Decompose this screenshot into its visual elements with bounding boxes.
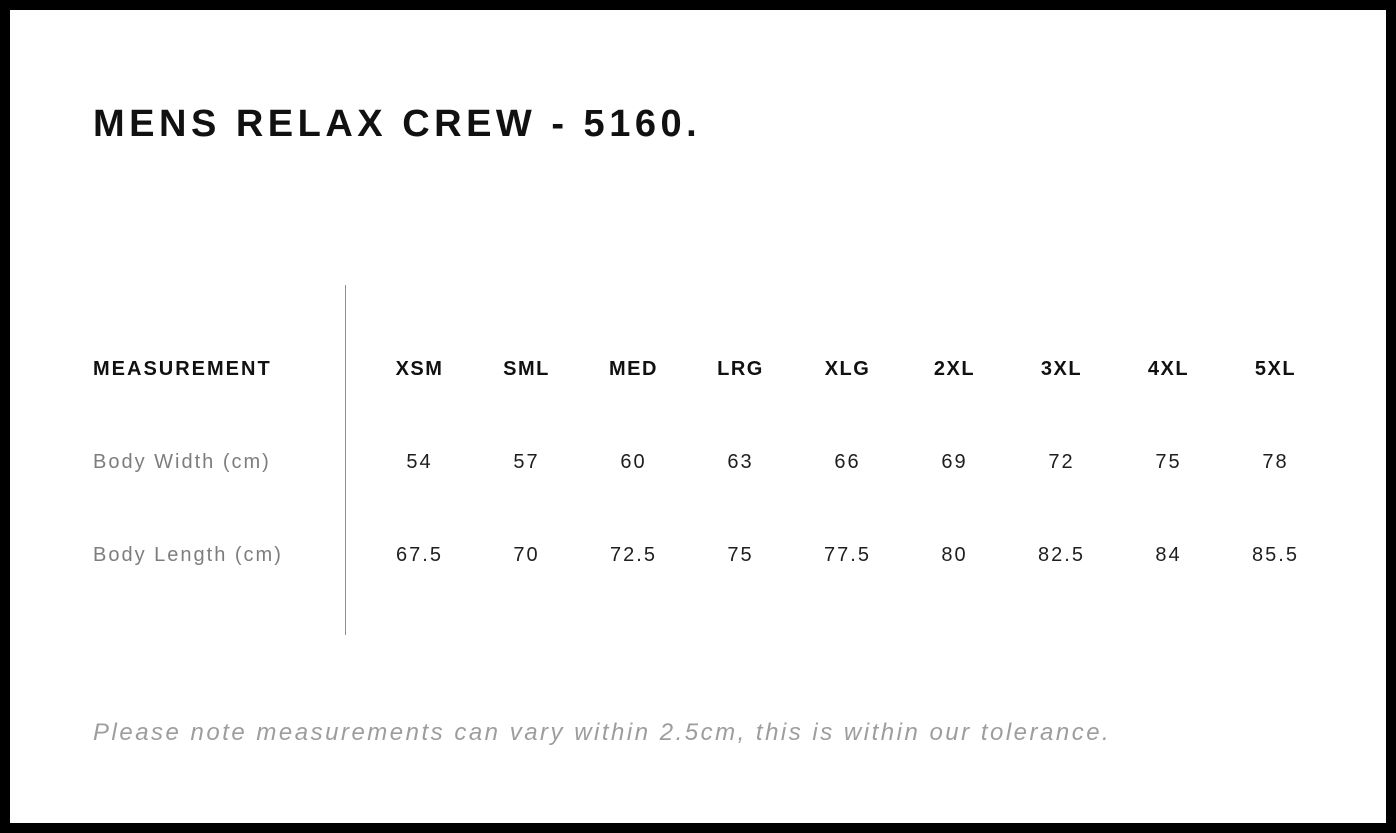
- size-table-header-row: MEASUREMENT XSM SML MED LRG XLG 2XL 3XL …: [93, 323, 1329, 416]
- value-cell: 72.5: [610, 544, 657, 566]
- size-header-4xl: 4XL: [1147, 358, 1190, 380]
- size-header-5xl: 5XL: [1254, 358, 1297, 380]
- value-cell: 57: [513, 451, 540, 473]
- size-header-2xl: 2XL: [933, 358, 976, 380]
- value-cell: 75: [727, 544, 754, 566]
- tolerance-note: Please note measurements can vary within…: [93, 719, 1112, 746]
- value-cell: 60: [620, 451, 647, 473]
- value-cell: 84: [1155, 544, 1182, 566]
- measurement-column-header: MEASUREMENT: [93, 358, 272, 380]
- row-label: Body Width (cm): [93, 451, 271, 473]
- value-cell: 67.5: [396, 544, 443, 566]
- page-title: MENS RELAX CREW - 5160.: [93, 103, 702, 145]
- value-cell: 66: [834, 451, 861, 473]
- table-row-body-width: Body Width (cm) 54 57 60 63 66 69 72 75 …: [93, 416, 1329, 509]
- size-header-3xl: 3XL: [1040, 358, 1083, 380]
- size-header-sml: SML: [503, 358, 550, 380]
- row-label: Body Length (cm): [93, 544, 283, 566]
- table-row-body-length: Body Length (cm) 67.5 70 72.5 75 77.5 80…: [93, 509, 1329, 602]
- value-cell: 69: [941, 451, 968, 473]
- value-cell: 63: [727, 451, 754, 473]
- value-cell: 54: [406, 451, 433, 473]
- value-cell: 72: [1048, 451, 1075, 473]
- size-chart-page: MENS RELAX CREW - 5160. MEASUREMENT XSM …: [10, 102, 1386, 747]
- size-header-lrg: LRG: [717, 358, 764, 380]
- value-cell: 77.5: [824, 544, 871, 566]
- table-divider-line: [345, 285, 346, 635]
- value-cell: 85.5: [1252, 544, 1299, 566]
- size-header-xlg: XLG: [824, 358, 871, 380]
- value-cell: 75: [1155, 451, 1182, 473]
- size-table: MEASUREMENT XSM SML MED LRG XLG 2XL 3XL …: [93, 285, 1329, 635]
- value-cell: 80: [941, 544, 968, 566]
- size-header-med: MED: [609, 358, 658, 380]
- value-cell: 78: [1262, 451, 1289, 473]
- size-header-xsm: XSM: [395, 358, 444, 380]
- value-cell: 82.5: [1038, 544, 1085, 566]
- value-cell: 70: [513, 544, 540, 566]
